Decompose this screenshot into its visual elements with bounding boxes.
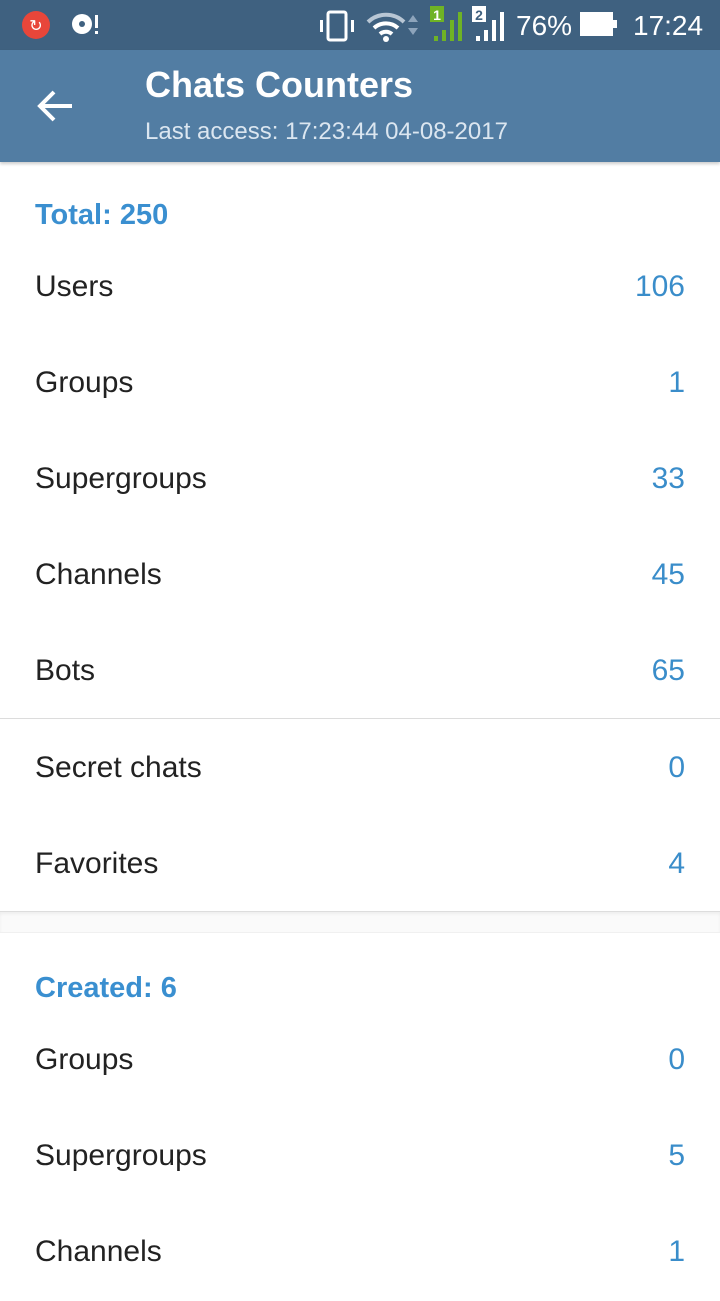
- counter-row[interactable]: Bots 65: [0, 624, 720, 720]
- counter-value: 1: [668, 1235, 685, 1268]
- counter-row[interactable]: Channels 45: [0, 528, 720, 624]
- status-bar: ↻ 1 2 76% 17:24: [0, 0, 720, 50]
- battery-percent: 76%: [516, 10, 573, 41]
- counter-value: 1: [668, 366, 685, 399]
- svg-text:↻: ↻: [29, 16, 42, 35]
- counter-value: 65: [651, 654, 685, 687]
- svg-text:1: 1: [433, 7, 441, 23]
- counter-row[interactable]: Groups 0: [0, 1013, 720, 1109]
- counter-label: Bots: [35, 654, 96, 687]
- counter-row[interactable]: Supergroups 33: [0, 432, 720, 528]
- counter-label: Channels: [35, 1235, 162, 1268]
- counter-row[interactable]: Groups 1: [0, 336, 720, 432]
- section-gap: [0, 911, 720, 933]
- wifi-icon: [366, 12, 418, 42]
- counter-label: Supergroups: [35, 1139, 207, 1172]
- counter-value: 106: [634, 270, 685, 303]
- counter-label: Channels: [35, 558, 162, 591]
- counter-label: Users: [35, 270, 114, 303]
- app-bar: Chats Counters Last access: 17:23:44 04-…: [0, 50, 720, 162]
- counter-label: Groups: [35, 1043, 134, 1076]
- counter-value: 33: [651, 462, 685, 495]
- vibrate-icon: [320, 10, 354, 42]
- counter-label: Secret chats: [35, 751, 202, 784]
- counter-row[interactable]: Channels 1: [0, 1205, 720, 1301]
- back-arrow-icon[interactable]: [36, 88, 76, 124]
- page-title: Chats Counters: [145, 64, 414, 105]
- divider: [0, 718, 720, 719]
- counter-label: Supergroups: [35, 462, 207, 495]
- last-access: Last access: 17:23:44 04-08-2017: [145, 118, 508, 145]
- signal-sim1-icon: 1: [430, 6, 462, 41]
- counter-value: 0: [668, 1043, 685, 1076]
- battery-icon: [580, 12, 617, 36]
- counter-row[interactable]: Users 106: [0, 240, 720, 336]
- counter-value: 5: [668, 1139, 685, 1172]
- disc-alert-icon: [72, 14, 98, 34]
- counter-label: Groups: [35, 366, 134, 399]
- clock: 17:24: [633, 10, 704, 41]
- svg-text:2: 2: [475, 7, 483, 23]
- counter-label: Favorites: [35, 847, 159, 880]
- counter-row[interactable]: Favorites 4: [0, 817, 720, 913]
- counter-row[interactable]: Supergroups 5: [0, 1109, 720, 1205]
- total-header: Total: 250: [35, 199, 169, 231]
- signal-sim2-icon: 2: [472, 6, 504, 41]
- counter-value: 0: [668, 751, 685, 784]
- sync-error-icon: ↻: [22, 11, 50, 39]
- created-header: Created: 6: [35, 972, 177, 1004]
- counter-value: 4: [668, 847, 685, 880]
- counter-value: 45: [651, 558, 685, 591]
- counter-row[interactable]: Secret chats 0: [0, 721, 720, 817]
